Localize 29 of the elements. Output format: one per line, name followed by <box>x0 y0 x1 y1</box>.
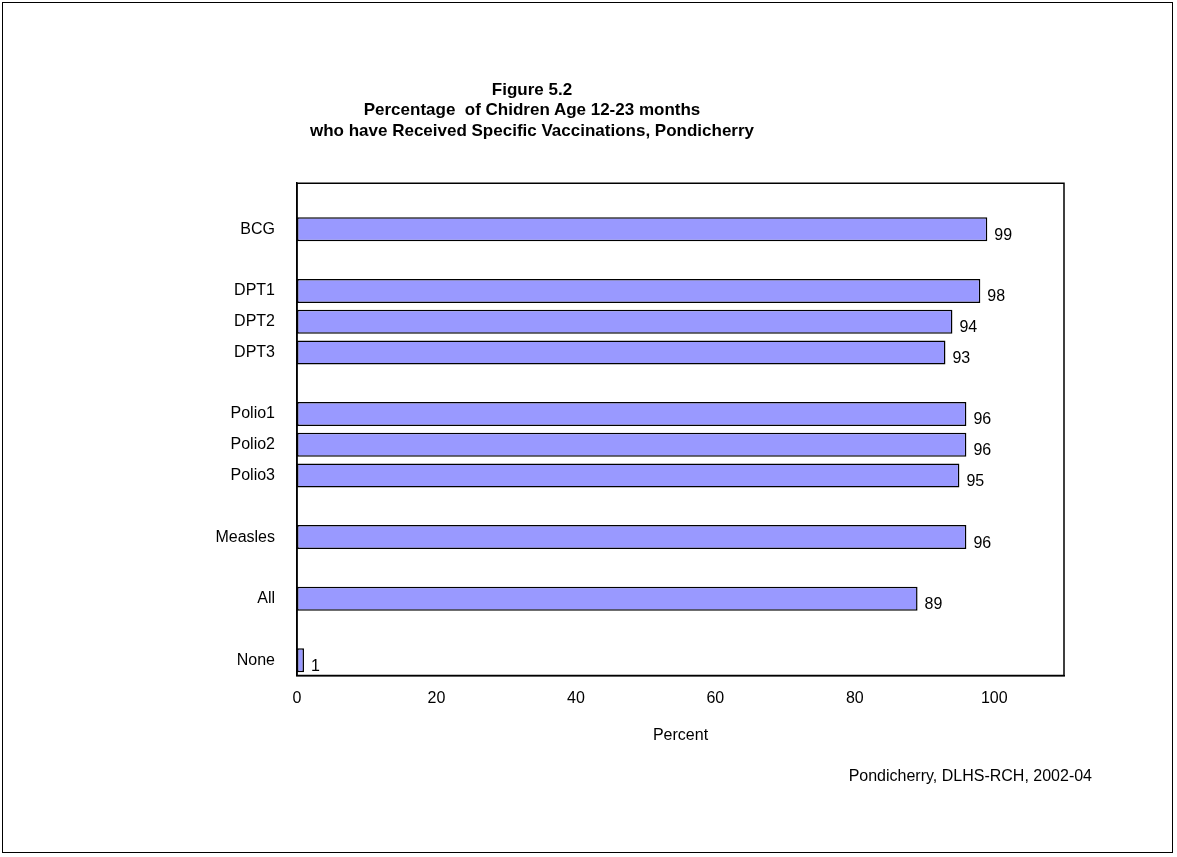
y-tick-label: None <box>236 650 276 668</box>
y-tick-label: DPT1 <box>234 281 276 299</box>
data-label: 89 <box>924 595 943 613</box>
text: Pondicherry, DLHS-RCH, 2002-04 <box>848 767 1093 785</box>
data-label: 1 <box>310 656 320 674</box>
data-label: 98 <box>987 287 1006 305</box>
y-tick-label: BCG <box>240 219 275 237</box>
y-tick-label: Polio3 <box>230 465 276 483</box>
y-tick-label: Polio2 <box>230 435 276 453</box>
data-label: 96 <box>973 410 992 428</box>
data-label: 96 <box>973 533 992 551</box>
y-tick-label: All <box>257 589 275 607</box>
data-label: 94 <box>959 318 978 336</box>
data-label: 99 <box>994 225 1013 243</box>
y-tick-label: DPT3 <box>234 342 276 360</box>
x-tick-label: 60 <box>706 688 725 706</box>
data-label: 95 <box>966 471 985 489</box>
x-tick-label: 0 <box>292 688 302 706</box>
x-axis-title: Percent <box>652 725 709 743</box>
x-tick-label: 80 <box>845 688 864 706</box>
x-tick-label: 40 <box>567 688 585 706</box>
data-label: 93 <box>952 348 971 366</box>
x-tick-label: 20 <box>427 688 446 706</box>
y-tick-label: Polio1 <box>230 404 276 422</box>
y-tick-label: DPT2 <box>234 312 276 330</box>
data-label: 96 <box>973 441 992 459</box>
x-tick-label: 100 <box>980 688 1008 706</box>
y-tick-label: Measles <box>215 527 275 545</box>
chart-title: Figure 5.2 Percentage of Chidren Age 12-23 months who have Received Specific Vaccinations, Pondicherry <box>308 79 755 140</box>
